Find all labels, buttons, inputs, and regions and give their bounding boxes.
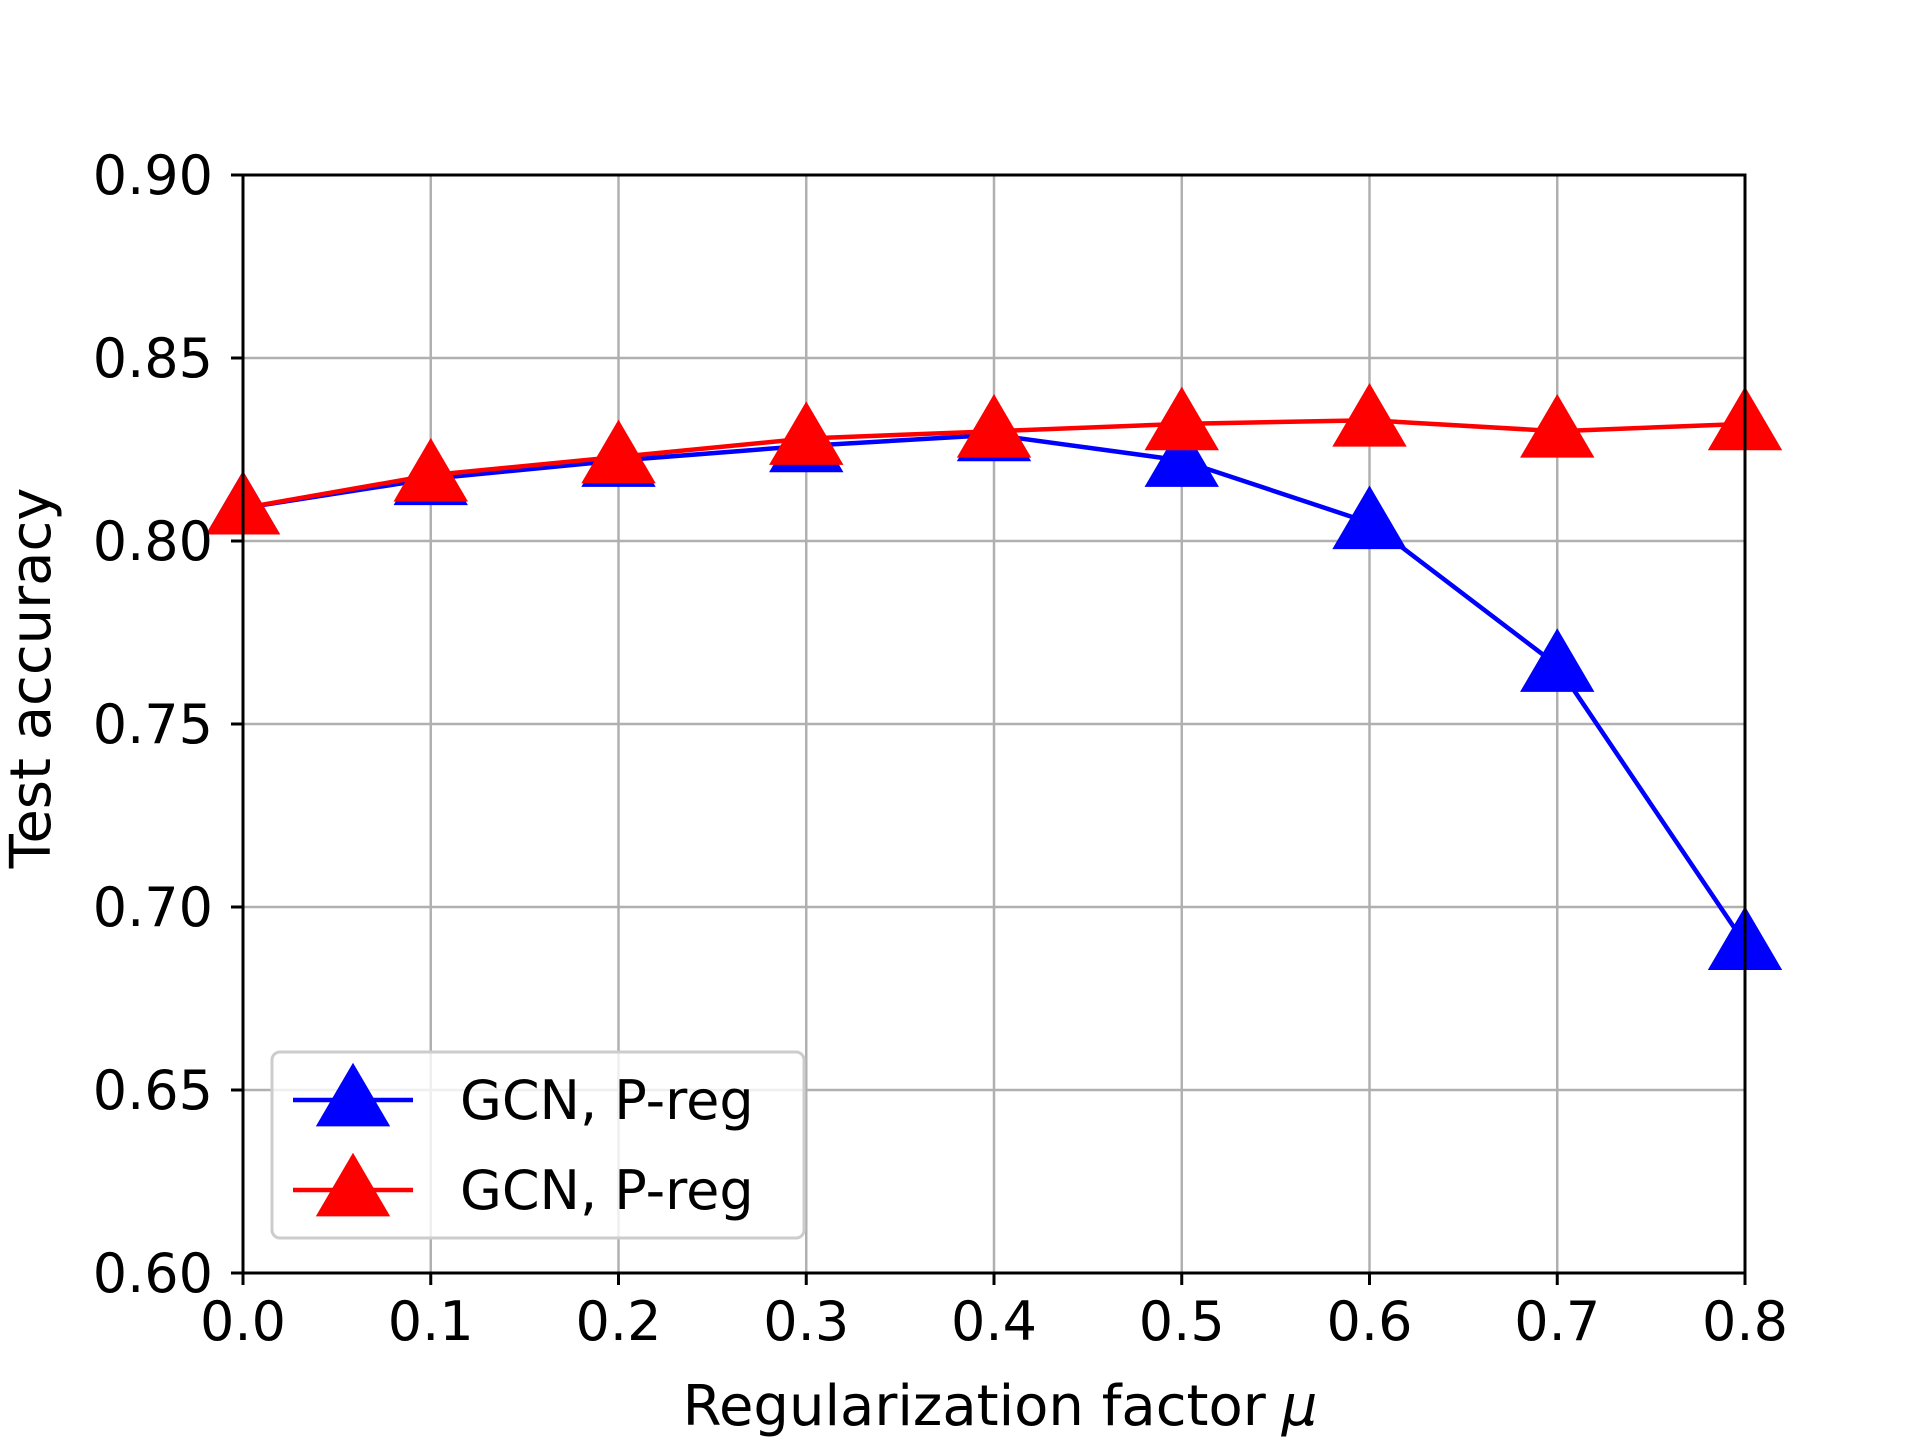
data-point-marker bbox=[769, 401, 844, 465]
y-tick-label: 0.80 bbox=[93, 510, 213, 573]
series-layer bbox=[205, 383, 1783, 970]
x-tick-label: 0.0 bbox=[200, 1290, 286, 1353]
x-tick-label: 0.1 bbox=[388, 1290, 474, 1353]
data-point-marker bbox=[1144, 386, 1219, 451]
x-tick-label: 0.2 bbox=[576, 1290, 662, 1353]
legend-label: GCN, P-reg bbox=[460, 1069, 754, 1132]
data-point-marker bbox=[956, 394, 1032, 458]
x-tick-label: 0.6 bbox=[1327, 1290, 1413, 1353]
data-point-marker bbox=[1332, 485, 1407, 550]
legend-item: GCN, P-reg bbox=[293, 1152, 754, 1222]
y-tick-label: 0.70 bbox=[93, 876, 213, 939]
y-tick-label: 0.85 bbox=[93, 327, 213, 390]
y-axis-title: Test accuracy bbox=[0, 488, 64, 870]
x-axis-title-text: Regularization factor bbox=[683, 1374, 1267, 1439]
x-axis-title-symbol: μ bbox=[1281, 1374, 1318, 1439]
y-tick-label: 0.65 bbox=[93, 1059, 213, 1122]
tick-layer: 0.0 0.1 0.2 0.3 0.4 0.5 0.6 0.7 0.8 0.60 0.65 0.70 0… bbox=[93, 144, 1788, 1353]
y-tick-label: 0.90 bbox=[93, 144, 213, 207]
legend-item: GCN, P-reg bbox=[293, 1062, 754, 1132]
legend-marker bbox=[315, 1152, 391, 1217]
x-tick-label: 0.8 bbox=[1702, 1290, 1788, 1353]
data-point-marker bbox=[581, 419, 656, 484]
x-tick-label: 0.4 bbox=[951, 1290, 1037, 1353]
x-axis-title: Regularization factor μ bbox=[683, 1374, 1318, 1439]
data-point-marker bbox=[1332, 383, 1407, 447]
x-tick-label: 0.3 bbox=[763, 1290, 849, 1353]
y-tick-label: 0.75 bbox=[93, 693, 213, 756]
legend-marker bbox=[315, 1062, 391, 1127]
data-point-marker bbox=[393, 437, 468, 502]
data-point-marker bbox=[1520, 628, 1595, 692]
legend: GCN, P-reg GCN, P-reg bbox=[270, 1050, 806, 1240]
y-tick-label: 0.60 bbox=[93, 1242, 213, 1305]
x-tick-label: 0.7 bbox=[1514, 1290, 1600, 1353]
data-point-marker bbox=[1144, 423, 1219, 487]
data-point-marker bbox=[1520, 394, 1595, 458]
series-2 bbox=[205, 383, 1783, 535]
legend-label: GCN, P-reg bbox=[460, 1159, 754, 1222]
x-tick-label: 0.5 bbox=[1139, 1290, 1225, 1353]
